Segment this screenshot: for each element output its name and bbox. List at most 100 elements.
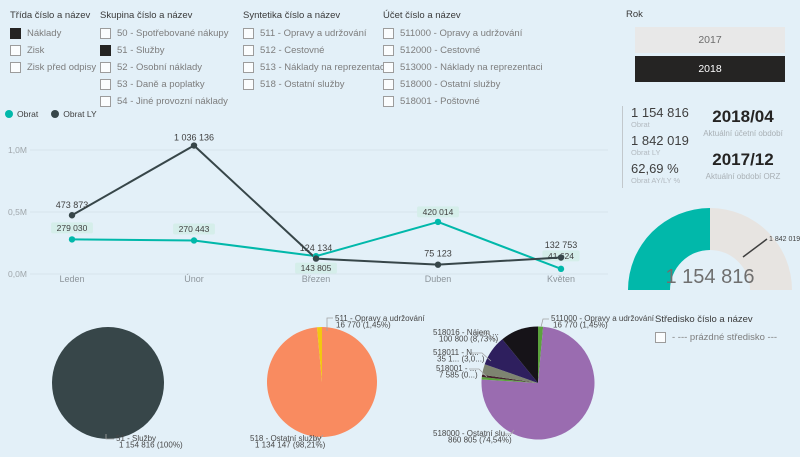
slicer-item-label: - --- prázdné středisko --- xyxy=(672,332,778,343)
checkbox-icon[interactable] xyxy=(655,332,666,343)
checkbox-icon[interactable] xyxy=(100,62,111,73)
slicer-item-list: 50 - Spotřebované nákupy 51 - Služby 52 - … xyxy=(100,28,240,107)
svg-text:1 134 147 (98,21%): 1 134 147 (98,21%) xyxy=(255,441,326,450)
kpi-caption-obrat-ly: Obrat LY xyxy=(631,148,661,157)
slicer-item[interactable]: 511000 - Opravy a udržování xyxy=(383,28,548,39)
slicer-ucet: Účet číslo a název 511000 - Opravy a udr… xyxy=(383,10,548,113)
slicer-item[interactable]: 513 - Náklady na reprezentaci xyxy=(243,62,387,73)
svg-text:518016 - Nájem ...: 518016 - Nájem ... xyxy=(433,328,499,337)
checkbox-icon[interactable] xyxy=(383,28,394,39)
slicer-item-label: 513000 - Náklady na reprezentaci xyxy=(400,62,543,73)
slicer-item[interactable]: 511 - Opravy a udržování xyxy=(243,28,381,39)
checkbox-icon[interactable] xyxy=(100,96,111,107)
slicer-item[interactable]: 518001 - Poštovné xyxy=(383,96,548,107)
svg-text:1,0M: 1,0M xyxy=(8,145,27,155)
checkbox-icon[interactable] xyxy=(10,62,21,73)
kpi-caption-obrat: Obrat xyxy=(631,120,650,129)
legend-dot-icon xyxy=(5,110,13,118)
slicer-item[interactable]: Náklady xyxy=(10,28,98,39)
svg-text:7 585 (0...): 7 585 (0...) xyxy=(439,371,478,380)
slicer-item[interactable]: 51 - Služby xyxy=(100,45,240,56)
svg-text:132 753: 132 753 xyxy=(545,240,578,250)
slicer-item-label: 511000 - Opravy a udržování xyxy=(400,28,523,39)
kpi-caption-ratio: Obrat AY/LY % xyxy=(631,176,681,185)
slicer-item-label: 518 - Ostatní služby xyxy=(260,79,345,90)
slicer-item[interactable]: 50 - Spotřebované nákupy xyxy=(100,28,240,39)
kpi-value-ratio: 62,69 % xyxy=(631,161,679,176)
legend-item-obrat[interactable]: Obrat xyxy=(5,109,38,119)
svg-text:511000 - Opravy a udržování: 511000 - Opravy a udržování xyxy=(551,314,655,323)
svg-text:1 154 816: 1 154 816 xyxy=(666,266,755,288)
svg-text:0,0M: 0,0M xyxy=(8,269,27,279)
slicer-item-label: Náklady xyxy=(27,28,62,39)
svg-text:Květen: Květen xyxy=(547,274,575,284)
slicer-skupina: Skupina číslo a název 50 - Spotřebované … xyxy=(100,10,240,113)
slicer-item-label: Zisk před odpisy xyxy=(27,62,97,73)
svg-text:35 1... (3,0...): 35 1... (3,0...) xyxy=(437,355,485,364)
checkbox-icon[interactable] xyxy=(383,45,394,56)
year-option-2017[interactable]: 2017 xyxy=(635,27,785,53)
checkbox-icon[interactable] xyxy=(100,79,111,90)
slicer-item-label: 513 - Náklady na reprezentaci xyxy=(260,62,387,73)
slicer-trida: Třída číslo a název Náklady Zisk Zisk před… xyxy=(10,10,98,79)
slicer-item[interactable]: 53 - Daně a poplatky xyxy=(100,79,240,90)
svg-text:860 805 (74,54%): 860 805 (74,54%) xyxy=(448,436,512,445)
slicer-item-label: 51 - Služby xyxy=(117,45,165,56)
slicer-item[interactable]: 512000 - Cestovné xyxy=(383,45,548,56)
checkbox-icon[interactable] xyxy=(383,79,394,90)
slicer-item-list: 511 - Opravy a udržování 512 - Cestovné 51… xyxy=(243,28,387,90)
checkbox-icon[interactable] xyxy=(383,62,394,73)
checkbox-icon[interactable] xyxy=(243,45,254,56)
slicer-stredisko: Středisko číslo a název - --- prázdné st… xyxy=(655,314,795,349)
checkbox-icon[interactable] xyxy=(243,79,254,90)
svg-text:279 030: 279 030 xyxy=(57,223,88,233)
checkbox-icon[interactable] xyxy=(100,28,111,39)
svg-text:51 - Služby: 51 - Služby xyxy=(116,434,156,443)
slicer-item[interactable]: - --- prázdné středisko --- xyxy=(655,332,795,343)
checkbox-icon[interactable] xyxy=(243,28,254,39)
kpi-metrics: 1 154 816 Obrat 1 842 019 Obrat LY 62,69… xyxy=(622,106,711,188)
slicer-item[interactable]: 52 - Osobní náklady xyxy=(100,62,240,73)
svg-text:518011 - N...: 518011 - N... xyxy=(433,348,479,357)
checkbox-icon[interactable] xyxy=(100,45,111,56)
slicer-item[interactable]: Zisk před odpisy xyxy=(10,62,98,73)
checkbox-icon[interactable] xyxy=(243,62,254,73)
svg-text:518000 - Ostatní slu...: 518000 - Ostatní slu... xyxy=(433,429,512,438)
svg-text:Duben: Duben xyxy=(425,274,452,284)
line-chart[interactable]: 0,0M 0,5M 1,0M Leden Únor Březen Duben Květen 27… xyxy=(0,105,615,300)
svg-text:143 805: 143 805 xyxy=(301,263,332,273)
slicer-item[interactable]: 512 - Cestovné xyxy=(243,45,381,56)
slicer-item[interactable]: 54 - Jiné provozní náklady xyxy=(100,96,240,107)
svg-text:Leden: Leden xyxy=(59,274,84,284)
year-option-2018[interactable]: 2018 xyxy=(635,56,785,82)
gauge-chart[interactable]: 1 842 019 1 154 816 xyxy=(615,195,800,300)
slicer-title: Účet číslo a název xyxy=(383,10,461,21)
kpi-value-obrat: 1 154 816 xyxy=(631,105,689,120)
svg-text:0,5M: 0,5M xyxy=(8,207,27,217)
slicer-item-label: 50 - Spotřebované nákupy xyxy=(117,28,229,39)
svg-text:473 873: 473 873 xyxy=(56,200,89,210)
slicer-item[interactable]: 518000 - Ostatní služby xyxy=(383,79,548,90)
slicer-item[interactable]: Zisk xyxy=(10,45,98,56)
period-orz-caption: Aktuální období ORZ xyxy=(705,172,781,181)
slicer-item[interactable]: 513000 - Náklady na reprezentaci xyxy=(383,62,548,73)
slicer-item-label: Zisk xyxy=(27,45,45,56)
svg-text:16 770 (1,45%): 16 770 (1,45%) xyxy=(553,321,608,330)
slicer-syntetika: Syntetika číslo a název 511 - Opravy a u… xyxy=(243,10,387,96)
line-chart-legend: Obrat Obrat LY xyxy=(5,109,97,119)
year-option-list: 2017 2018 xyxy=(626,27,791,82)
slicer-item-list: 511000 - Opravy a udržování 512000 - Cest… xyxy=(383,28,548,107)
slicer-item-label: 54 - Jiné provozní náklady xyxy=(117,96,228,107)
kpi-periods: 2018/04 Aktuální účetní období 2017/12 A… xyxy=(691,107,795,193)
svg-text:124 134: 124 134 xyxy=(300,243,333,253)
checkbox-icon[interactable] xyxy=(383,96,394,107)
checkbox-icon[interactable] xyxy=(10,28,21,39)
slicer-item[interactable]: 518 - Ostatní služby xyxy=(243,79,381,90)
svg-text:511 - Opravy a udržování: 511 - Opravy a udržování xyxy=(335,314,425,323)
checkbox-icon[interactable] xyxy=(10,45,21,56)
legend-item-obrat-ly[interactable]: Obrat LY xyxy=(51,109,97,119)
